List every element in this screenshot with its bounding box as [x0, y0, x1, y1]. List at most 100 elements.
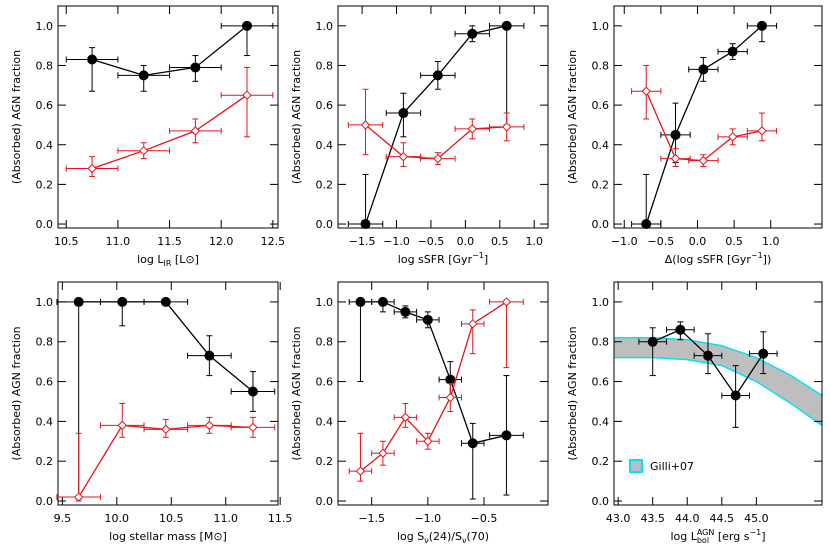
x-tick-label: −0.5 — [471, 512, 498, 525]
series-line — [91, 25, 248, 77]
point — [355, 296, 366, 307]
point — [160, 296, 171, 307]
x-axis-label-part: ] — [761, 530, 765, 543]
point — [501, 297, 512, 307]
point — [432, 70, 443, 81]
x-tick-label: 43.0 — [606, 512, 631, 525]
y-tick-label: 0.0 — [36, 495, 54, 508]
series-line — [360, 301, 507, 445]
point — [360, 219, 371, 230]
x-tick-label: 43.5 — [640, 512, 665, 525]
y-tick-label: 0.4 — [316, 415, 334, 428]
y-tick-label: 0.8 — [36, 336, 54, 349]
panel: 9.5 10.0 10.5 11.0 11.5 0.0 0.2 0.4 0.6 0.8 1.0 (Ab… — [10, 281, 293, 543]
x-axis-label: log Sν(24)/Sν(70) — [397, 530, 489, 545]
point — [139, 145, 149, 156]
y-tick-label: 0.0 — [316, 495, 334, 508]
x-axis-label-part: ν — [424, 536, 429, 545]
point — [422, 314, 433, 325]
y-tick-label: 0.2 — [36, 178, 54, 191]
y-tick-label: 0.6 — [36, 376, 54, 389]
y-tick-label: 1.0 — [36, 296, 54, 309]
y-axis-label: (Absorbed) AGN fraction — [566, 50, 579, 184]
point — [400, 306, 411, 317]
point — [161, 424, 171, 435]
point — [756, 20, 767, 31]
x-axis-label-part: ]) — [763, 253, 772, 266]
x-tick-label: −1.0 — [383, 235, 410, 248]
x-axis-label-part: log L — [137, 253, 164, 266]
point — [378, 448, 388, 458]
point — [248, 422, 258, 433]
x-axis-label: log sSFR [Gyr−1] — [398, 251, 488, 266]
x-tick-label: 0.0 — [457, 235, 475, 248]
point — [398, 151, 409, 162]
point — [445, 392, 456, 403]
series-line — [645, 90, 763, 162]
point — [204, 350, 215, 361]
x-axis-label-part: −1 — [749, 528, 761, 537]
point — [702, 350, 713, 361]
y-tick-label: 0.4 — [592, 139, 610, 152]
x-axis-label: Δ(log sSFR [Gyr−1]) — [665, 251, 772, 266]
point — [467, 438, 478, 449]
point — [398, 108, 409, 119]
frame — [613, 281, 823, 506]
point — [727, 132, 738, 142]
x-axis-label-part: log stellar mass [M⊙] — [109, 530, 227, 543]
y-tick-label: 0.2 — [316, 178, 334, 191]
series-line — [78, 301, 254, 393]
point — [433, 153, 443, 164]
y-tick-label: 1.0 — [36, 20, 54, 33]
y-tick-label: 0.0 — [592, 218, 610, 231]
point — [204, 420, 215, 431]
x-axis-label-part: −1 — [472, 251, 484, 260]
x-tick-label: 45.0 — [744, 512, 769, 525]
point — [247, 386, 258, 397]
y-tick-label: 0.4 — [36, 139, 54, 152]
x-tick-label: 11.0 — [106, 235, 131, 248]
x-axis-label-part: ] — [484, 253, 488, 266]
x-tick-label: 44.0 — [675, 512, 700, 525]
point — [501, 430, 512, 441]
panel: −1.5 −1.0 −0.5 0.0 0.2 0.4 0.6 0.8 1.0 (Absorbed)… — [290, 281, 549, 545]
x-axis-label-part: bol — [697, 536, 709, 545]
x-tick-label: 10.5 — [54, 235, 79, 248]
point — [641, 219, 652, 230]
y-tick-label: 0.2 — [592, 178, 610, 191]
x-tick-label: 12.5 — [261, 235, 286, 248]
point — [73, 296, 84, 307]
y-axis-label: (Absorbed) AGN fraction — [290, 50, 303, 184]
x-axis-label-part: Δ(log sSFR [Gyr — [665, 253, 752, 266]
y-tick-label: 0.4 — [36, 415, 54, 428]
x-tick-label: 0.0 — [689, 235, 707, 248]
x-tick-label: 10.5 — [159, 512, 184, 525]
point — [647, 336, 658, 347]
x-axis-label-part: AGN — [697, 528, 715, 537]
y-tick-label: 0.2 — [316, 455, 334, 468]
series-line — [365, 124, 507, 160]
point — [468, 319, 478, 329]
x-tick-label: 44.5 — [710, 512, 735, 525]
point — [190, 62, 201, 73]
x-tick-label: 0.5 — [491, 235, 509, 248]
frame — [57, 281, 279, 506]
x-tick-label: 11.5 — [268, 512, 293, 525]
x-tick-label: −0.5 — [648, 235, 675, 248]
point — [467, 28, 478, 39]
x-tick-label: −1.0 — [414, 512, 441, 525]
series-line — [360, 301, 507, 472]
series-line — [364, 25, 507, 225]
x-tick-label: −1.5 — [349, 235, 376, 248]
y-tick-label: 1.0 — [316, 296, 334, 309]
point — [467, 124, 477, 134]
x-tick-label: 0.5 — [725, 235, 743, 248]
frame — [337, 281, 549, 506]
x-axis-label-part: −1 — [751, 251, 763, 260]
x-axis-label-part: [erg s — [714, 530, 749, 543]
x-tick-label: 11.5 — [157, 235, 182, 248]
x-axis-label-part: [L — [171, 253, 186, 266]
y-tick-label: 0.0 — [36, 218, 54, 231]
point — [190, 126, 201, 136]
